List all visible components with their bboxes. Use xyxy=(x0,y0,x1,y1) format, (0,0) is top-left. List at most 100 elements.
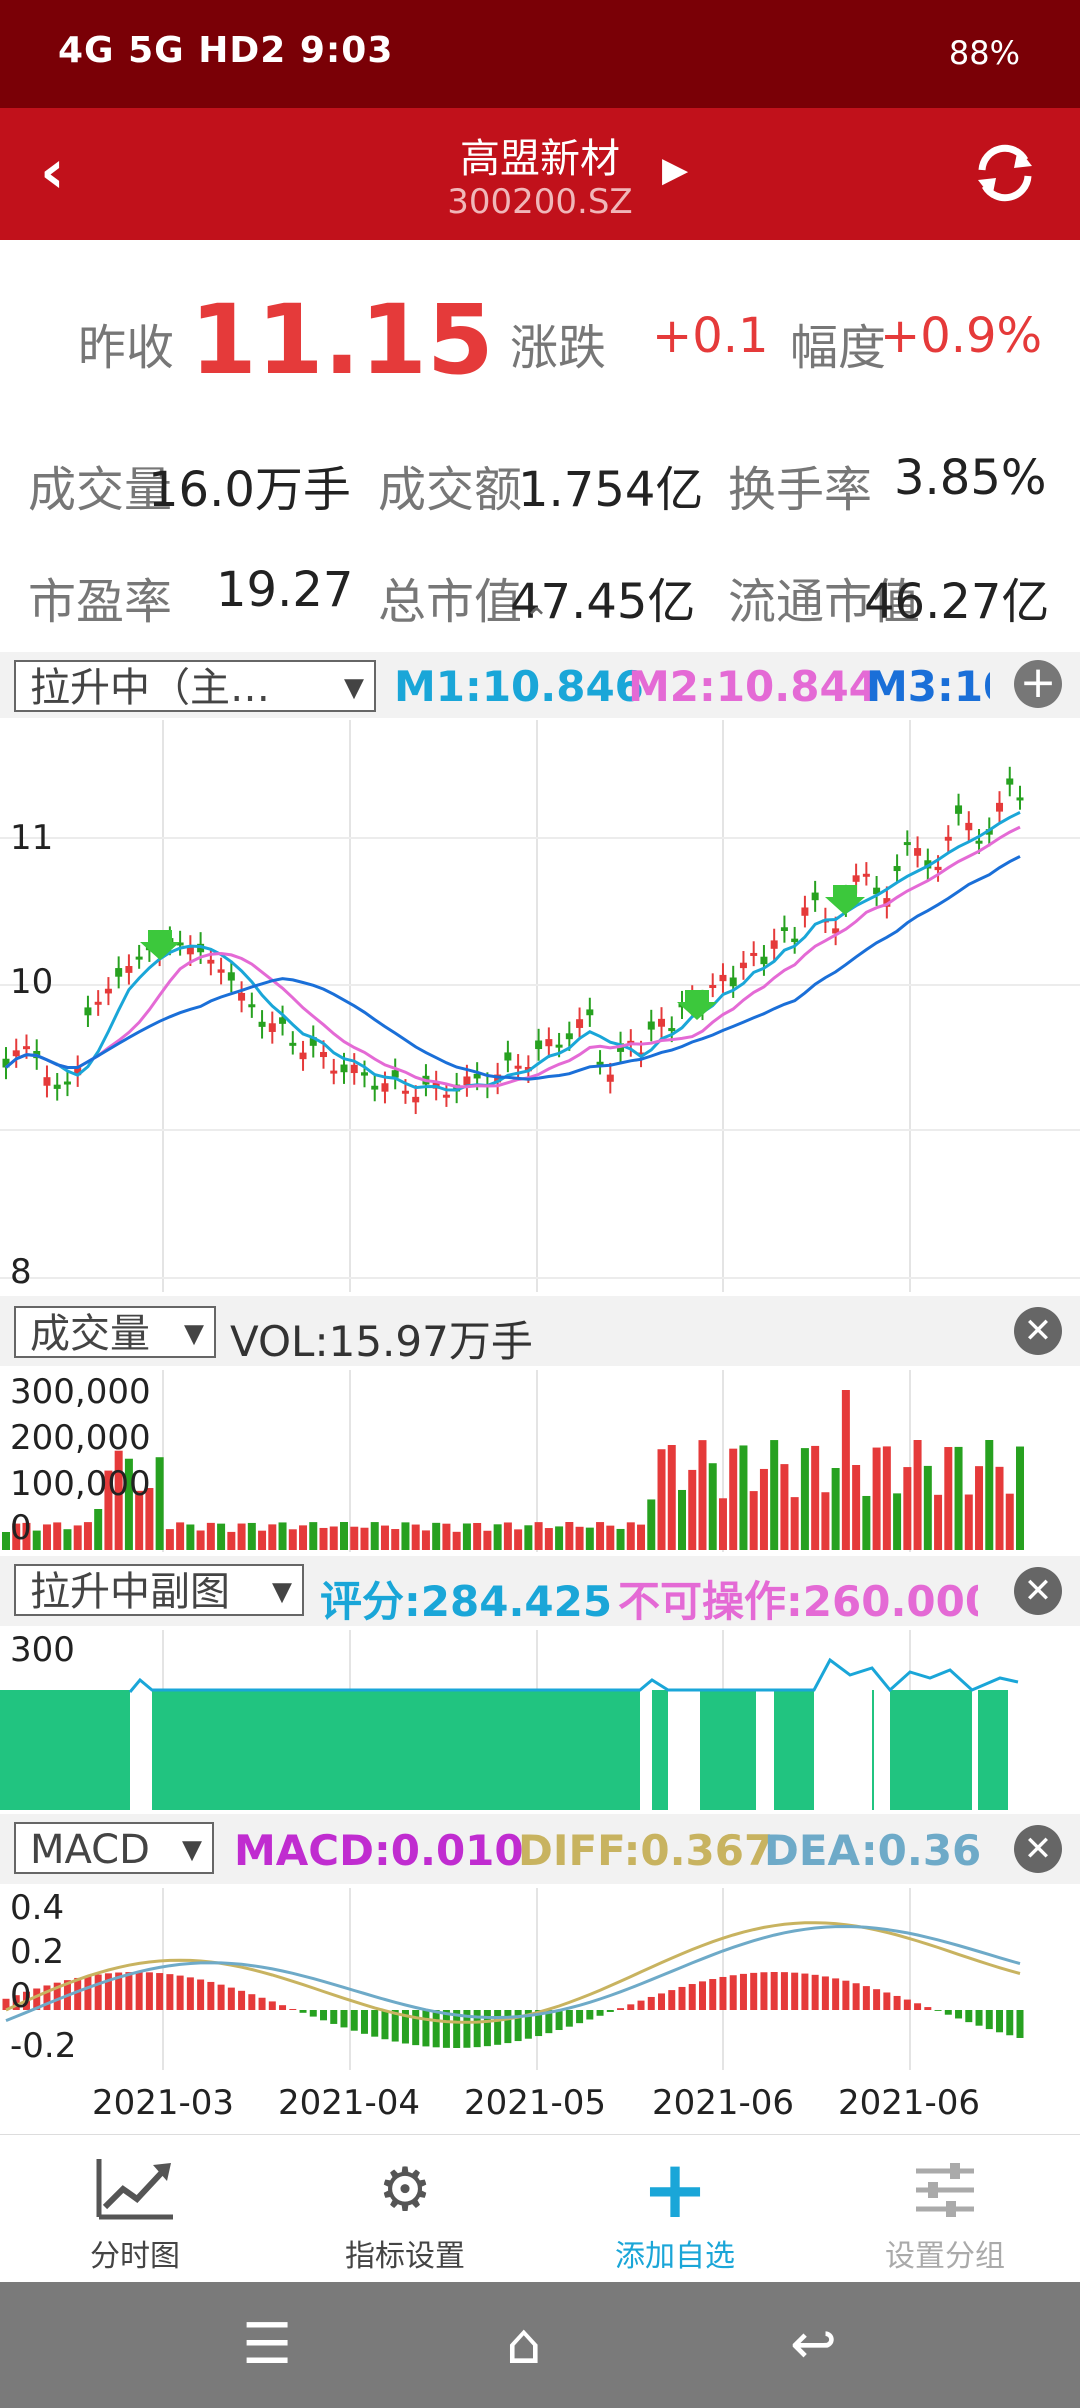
macd-tick-neg0.2: -0.2 xyxy=(10,2026,77,2066)
macd-bar xyxy=(463,2010,471,2048)
chart-canvas xyxy=(0,720,1080,2070)
volume-bar xyxy=(975,1466,984,1550)
refresh-icon[interactable] xyxy=(970,138,1040,208)
nav-set-group-label: 设置分组 xyxy=(885,2239,1005,2274)
candle-body xyxy=(391,1070,399,1078)
macd-bar xyxy=(330,2010,338,2024)
volume-dropdown[interactable]: 成交量 ▼ xyxy=(14,1306,216,1358)
macd-bar xyxy=(617,2008,625,2010)
nav-add-watchlist[interactable]: + 添加自选 xyxy=(540,2135,810,2283)
volume-bar xyxy=(944,1447,953,1550)
score-gap xyxy=(814,1688,872,1810)
market-cap-label: 总市值 xyxy=(378,574,523,630)
volume-bar xyxy=(22,1522,31,1550)
amplitude-label: 幅度 xyxy=(790,320,887,376)
candle-body xyxy=(12,1050,20,1057)
moving-average-line xyxy=(5,825,1021,1089)
candle-body xyxy=(53,1084,61,1089)
volume-indicator-bar: 成交量 ▼ VOL:15.97万手 ✕ xyxy=(0,1296,1080,1366)
close-volume-icon[interactable]: ✕ xyxy=(1014,1307,1062,1355)
volume-bar xyxy=(462,1523,471,1550)
volume-bar xyxy=(790,1497,799,1550)
candle-body xyxy=(22,1046,30,1050)
macd-bar xyxy=(1006,2010,1014,2036)
macd-bar xyxy=(996,2010,1004,2033)
pe-label: 市盈率 xyxy=(28,574,173,630)
back-nav-icon[interactable]: ↩ xyxy=(790,2312,837,2377)
next-stock-icon[interactable]: ▶ xyxy=(662,150,689,190)
volume-bar xyxy=(985,1440,994,1550)
prev-close-label: 昨收 xyxy=(78,320,175,376)
main-indicator-dropdown[interactable]: 拉升中（主… ▼ xyxy=(14,660,376,712)
volume-bar xyxy=(698,1440,707,1550)
close-sub-icon[interactable]: ✕ xyxy=(1014,1567,1062,1615)
candle-body xyxy=(279,1017,287,1024)
nav-timeshare[interactable]: 分时图 xyxy=(0,2135,270,2283)
macd-bar xyxy=(422,2010,430,2047)
macd-bar xyxy=(842,1980,850,2010)
sub-indicator-dropdown[interactable]: 拉升中副图 ▼ xyxy=(14,1564,304,1616)
vol-tick-200k: 200,000 xyxy=(10,1418,151,1458)
volume-bar xyxy=(278,1522,287,1550)
volume-bar xyxy=(780,1464,789,1550)
macd-bar xyxy=(412,2010,420,2046)
nav-indicator-settings[interactable]: ⚙ 指标设置 xyxy=(270,2135,540,2283)
volume-bar xyxy=(83,1522,92,1550)
candle-body xyxy=(248,1004,256,1008)
candle-body xyxy=(2,1058,10,1068)
macd-bar xyxy=(545,2010,553,2034)
volume-bar xyxy=(176,1522,185,1550)
volume-bar xyxy=(708,1463,717,1550)
add-indicator-icon[interactable]: + xyxy=(1014,660,1062,708)
candle-body xyxy=(94,1001,102,1005)
volume-bar xyxy=(360,1527,369,1550)
turnover-amount-label: 成交额 xyxy=(378,462,523,518)
candle-body xyxy=(985,829,993,835)
macd-bar xyxy=(688,1984,696,2010)
back-icon[interactable]: ‹ xyxy=(40,137,65,207)
volume-bar xyxy=(821,1492,830,1550)
macd-bar xyxy=(791,1972,799,2010)
x-label-3: 2021-05 xyxy=(464,2083,607,2123)
volume-bar xyxy=(2,1532,10,1550)
volume-bar xyxy=(268,1524,277,1550)
gear-icon: ⚙ xyxy=(378,2155,432,2225)
macd-bar xyxy=(750,1972,758,2010)
diff-value: DIFF:0.367 xyxy=(518,1826,774,1875)
home-icon[interactable]: ⌂ xyxy=(506,2312,542,2377)
volume-bar xyxy=(421,1530,430,1550)
volume-bar xyxy=(186,1524,195,1550)
vol-tick-0: 0 xyxy=(10,1508,32,1548)
volume-bar xyxy=(380,1525,389,1550)
menu-icon[interactable]: ☰ xyxy=(242,2312,293,2377)
macd-dropdown[interactable]: MACD ▼ xyxy=(14,1822,214,1874)
stock-name: 高盟新材 xyxy=(460,136,620,182)
expand-chevron-icon[interactable]: ⌃ xyxy=(524,602,550,637)
nav-set-group[interactable]: 设置分组 xyxy=(810,2135,1080,2283)
candle-body xyxy=(309,1037,317,1046)
volume-bar xyxy=(667,1445,676,1550)
macd-bar xyxy=(207,1981,215,2010)
candle-body xyxy=(658,1018,666,1027)
m1-value: M1:10.846 xyxy=(394,662,644,711)
volume-bar xyxy=(135,1490,144,1550)
volume-bar xyxy=(657,1449,666,1550)
candle-body xyxy=(125,966,133,973)
macd-bar xyxy=(647,1996,655,2010)
macd-bar xyxy=(2,1998,10,2010)
volume-bar xyxy=(401,1522,410,1550)
pe-value: 19.27 xyxy=(216,562,354,618)
macd-bar xyxy=(53,1982,61,2010)
candle-body xyxy=(463,1076,471,1086)
volume-bar xyxy=(124,1458,133,1550)
macd-bar xyxy=(903,1999,911,2010)
candle-body xyxy=(299,1052,307,1060)
volume-bar xyxy=(104,1470,113,1550)
sub-indicator-bar: 拉升中副图 ▼ 评分:284.425 不可操作:260.000 ✕ xyxy=(0,1556,1080,1626)
candle-body xyxy=(883,898,891,907)
sliders-icon xyxy=(810,2155,1080,2225)
macd-bar xyxy=(74,1977,82,2010)
volume-bar xyxy=(1016,1446,1024,1550)
candle-body xyxy=(862,873,870,877)
close-macd-icon[interactable]: ✕ xyxy=(1014,1825,1062,1873)
